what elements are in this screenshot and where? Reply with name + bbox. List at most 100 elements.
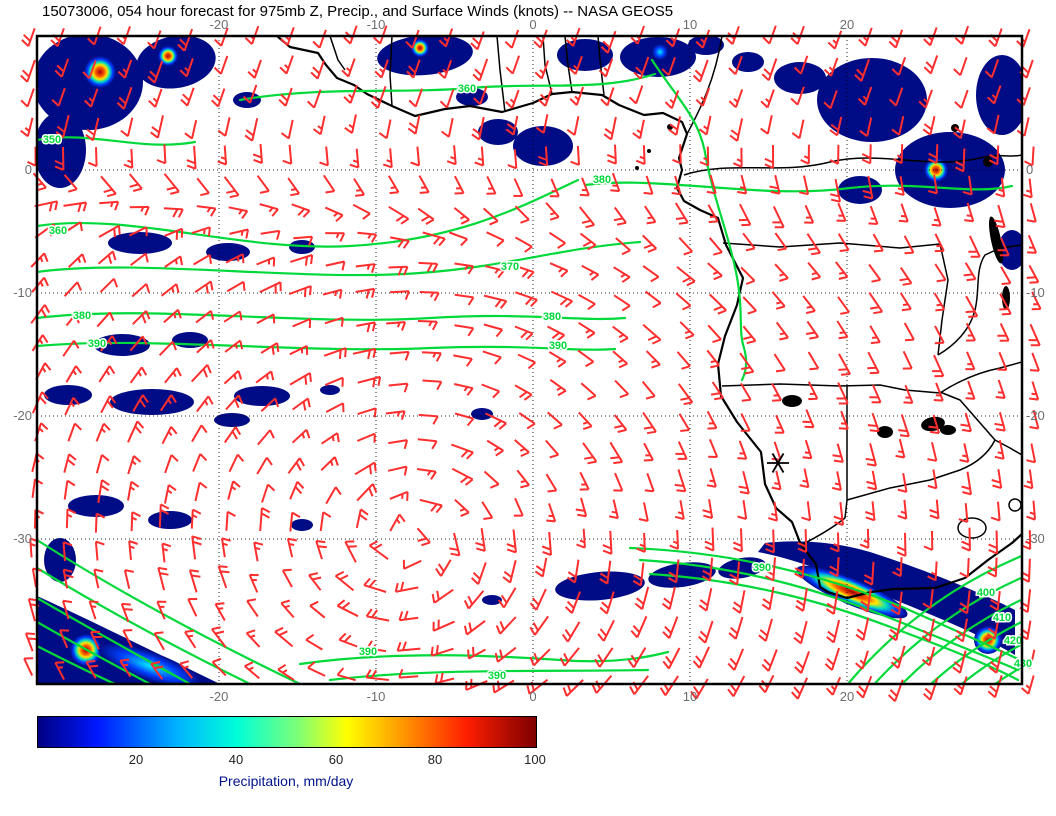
wind-barb — [515, 291, 538, 307]
wind-barb — [62, 340, 80, 357]
wind-barb — [164, 255, 183, 268]
wind-barb — [545, 473, 558, 493]
wind-barb — [454, 293, 475, 306]
wind-barb — [890, 645, 906, 669]
wind-barb — [32, 172, 47, 192]
wind-barb — [389, 490, 409, 501]
wind-barb — [597, 619, 615, 642]
wind-barb — [793, 620, 808, 645]
wind-barb — [127, 455, 142, 475]
wind-barb — [365, 608, 390, 622]
wind-barb — [408, 88, 423, 108]
wind-barb — [150, 661, 164, 680]
wind-barb — [918, 89, 933, 109]
wind-barb — [131, 283, 150, 298]
wind-barb — [644, 290, 662, 309]
wind-barb — [674, 202, 689, 225]
wind-barb — [855, 617, 870, 641]
wind-barb — [857, 86, 873, 106]
wind-barb — [801, 501, 812, 522]
wind-barb — [419, 498, 443, 514]
height-contour — [37, 178, 580, 248]
wind-barb — [184, 629, 197, 649]
wind-barb — [928, 144, 939, 165]
wind-barb — [120, 117, 134, 137]
wind-barb — [997, 351, 1008, 371]
wind-barb — [732, 590, 746, 614]
wind-barb — [483, 294, 508, 309]
wind-barb — [928, 174, 938, 195]
wind-barb — [869, 325, 881, 345]
wind-barb — [164, 484, 177, 504]
wind-barb — [453, 383, 474, 396]
wind-barb — [1026, 203, 1037, 223]
wind-barb — [795, 588, 808, 612]
wind-barb — [859, 528, 870, 549]
precip-patch — [320, 385, 340, 395]
wind-barb — [899, 267, 913, 286]
wind-barb — [150, 115, 164, 139]
wind-barb — [964, 202, 975, 223]
wind-barb — [953, 56, 968, 77]
wind-barb — [242, 84, 258, 104]
wind-barb — [514, 384, 533, 401]
wind-barb — [888, 87, 904, 107]
wind-barb — [968, 235, 981, 258]
wind-barb — [59, 629, 70, 649]
wind-barb — [287, 457, 305, 474]
wind-barb — [20, 59, 36, 83]
height-contour — [37, 312, 627, 321]
wind-barb — [775, 321, 789, 341]
wind-barb — [506, 529, 517, 554]
colorbar-tick: 100 — [524, 752, 546, 767]
height-contour — [37, 620, 152, 684]
wind-barb — [546, 503, 557, 523]
wind-barb — [570, 145, 580, 166]
wind-barb — [62, 568, 74, 589]
wind-barb — [286, 537, 297, 558]
wind-barb — [806, 320, 820, 340]
wind-barb — [579, 206, 595, 229]
wind-barb — [334, 571, 355, 592]
wind-barb — [672, 144, 682, 165]
wind-barb — [388, 439, 409, 450]
wind-barb — [354, 461, 377, 476]
wind-barb — [505, 55, 521, 75]
wind-barb — [958, 590, 971, 615]
wind-barb — [807, 381, 819, 401]
x-tick-bottom: 10 — [682, 689, 698, 704]
wind-barb — [995, 379, 1006, 399]
wind-barb — [51, 87, 66, 107]
wind-barb — [835, 261, 849, 280]
wind-barb — [305, 633, 323, 651]
wind-barb — [706, 410, 718, 430]
wind-barb — [774, 414, 785, 434]
wind-barb — [888, 29, 904, 49]
wind-barb — [923, 55, 939, 75]
wind-barb — [609, 441, 624, 465]
wind-barb — [921, 646, 936, 667]
wind-barb — [221, 537, 231, 558]
wind-barb — [600, 87, 615, 107]
wind-barb — [997, 322, 1010, 342]
wind-barb — [760, 89, 775, 109]
wind-barb — [863, 561, 875, 586]
wind-barb — [612, 350, 628, 369]
wind-barb — [307, 661, 326, 677]
wind-barb — [642, 265, 660, 283]
wind-barb — [196, 339, 215, 354]
wind-barb — [1026, 264, 1040, 284]
wind-barb — [148, 88, 163, 108]
wind-barb — [26, 146, 37, 167]
wind-barb — [742, 232, 756, 252]
wind-barb — [893, 144, 904, 165]
x-tick-top: -20 — [209, 17, 229, 32]
wind-barb — [613, 266, 631, 283]
wind-barb — [446, 145, 457, 166]
wind-barb — [545, 439, 560, 459]
wind-barb — [495, 616, 517, 635]
wind-barb — [191, 226, 211, 237]
lesotho-border — [957, 517, 987, 539]
wind-barb — [933, 382, 944, 402]
wind-barb — [90, 630, 103, 650]
